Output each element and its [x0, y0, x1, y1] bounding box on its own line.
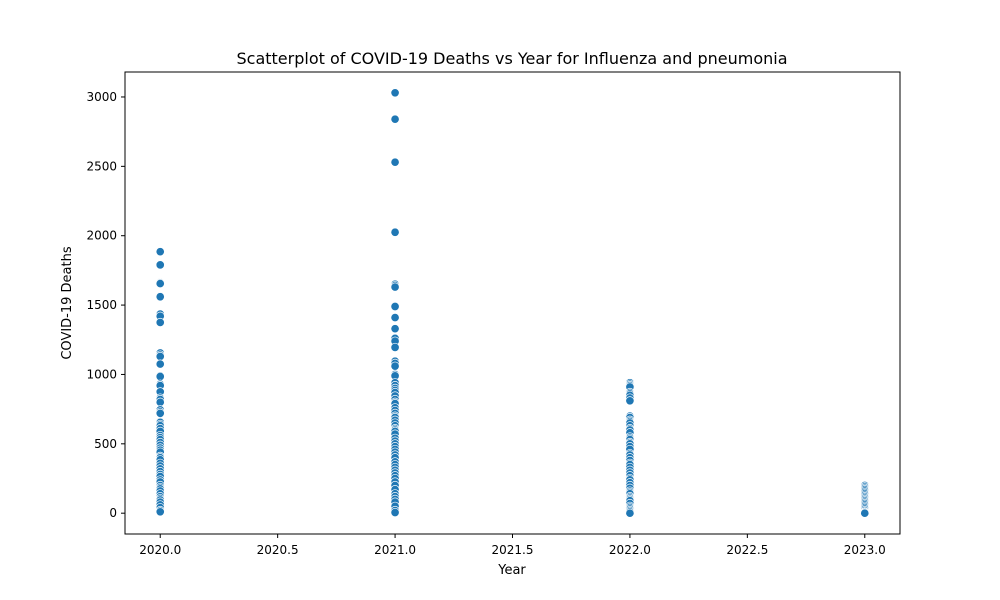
x-tick-label: 2021.0 — [374, 543, 416, 557]
data-point — [155, 292, 165, 302]
x-tick-label: 2023.0 — [844, 543, 886, 557]
x-tick-label: 2022.0 — [609, 543, 651, 557]
data-point — [390, 301, 400, 312]
data-point — [625, 508, 635, 518]
y-tick-label: 500 — [94, 437, 117, 451]
data-point — [390, 282, 400, 292]
data-point — [155, 371, 165, 382]
y-axis: 0 500 1000 1500 2000 2500 3000 — [86, 90, 125, 520]
x-tick-label: 2020.0 — [139, 543, 181, 557]
data-point — [155, 507, 165, 517]
x-tick-label: 2020.5 — [257, 543, 299, 557]
y-tick-label: 2500 — [86, 159, 117, 173]
data-point — [390, 88, 400, 98]
data-point — [155, 397, 165, 407]
data-point — [390, 324, 400, 334]
data-point — [860, 508, 870, 518]
x-tick-label: 2022.5 — [726, 543, 768, 557]
y-tick-label: 3000 — [86, 90, 117, 104]
data-point — [155, 408, 165, 418]
data-point — [390, 342, 400, 352]
y-axis-label: COVID-19 Deaths — [60, 246, 75, 359]
x-axis-label: Year — [497, 563, 526, 578]
points-layer — [155, 88, 870, 518]
data-point — [390, 114, 400, 124]
data-point — [155, 247, 165, 257]
data-point — [155, 351, 165, 361]
y-tick-label: 1000 — [86, 367, 117, 381]
data-point — [390, 227, 400, 237]
y-tick-label: 0 — [109, 506, 117, 520]
y-tick-label: 1500 — [86, 298, 117, 312]
chart-title: Scatterplot of COVID-19 Deaths vs Year f… — [237, 49, 788, 68]
y-tick-label: 2000 — [86, 229, 117, 243]
plot-area — [124, 71, 901, 535]
data-point — [390, 507, 400, 518]
data-point — [390, 361, 400, 371]
data-point — [390, 157, 400, 167]
data-point — [155, 359, 165, 369]
x-tick-label: 2021.5 — [492, 543, 534, 557]
data-point — [625, 396, 635, 406]
data-point — [155, 317, 165, 327]
x-axis: 2020.0 2020.5 2021.0 2021.5 2022.0 2022.5 2023… — [139, 534, 886, 557]
data-point — [155, 260, 165, 270]
data-point — [390, 313, 400, 323]
data-point — [155, 279, 165, 289]
